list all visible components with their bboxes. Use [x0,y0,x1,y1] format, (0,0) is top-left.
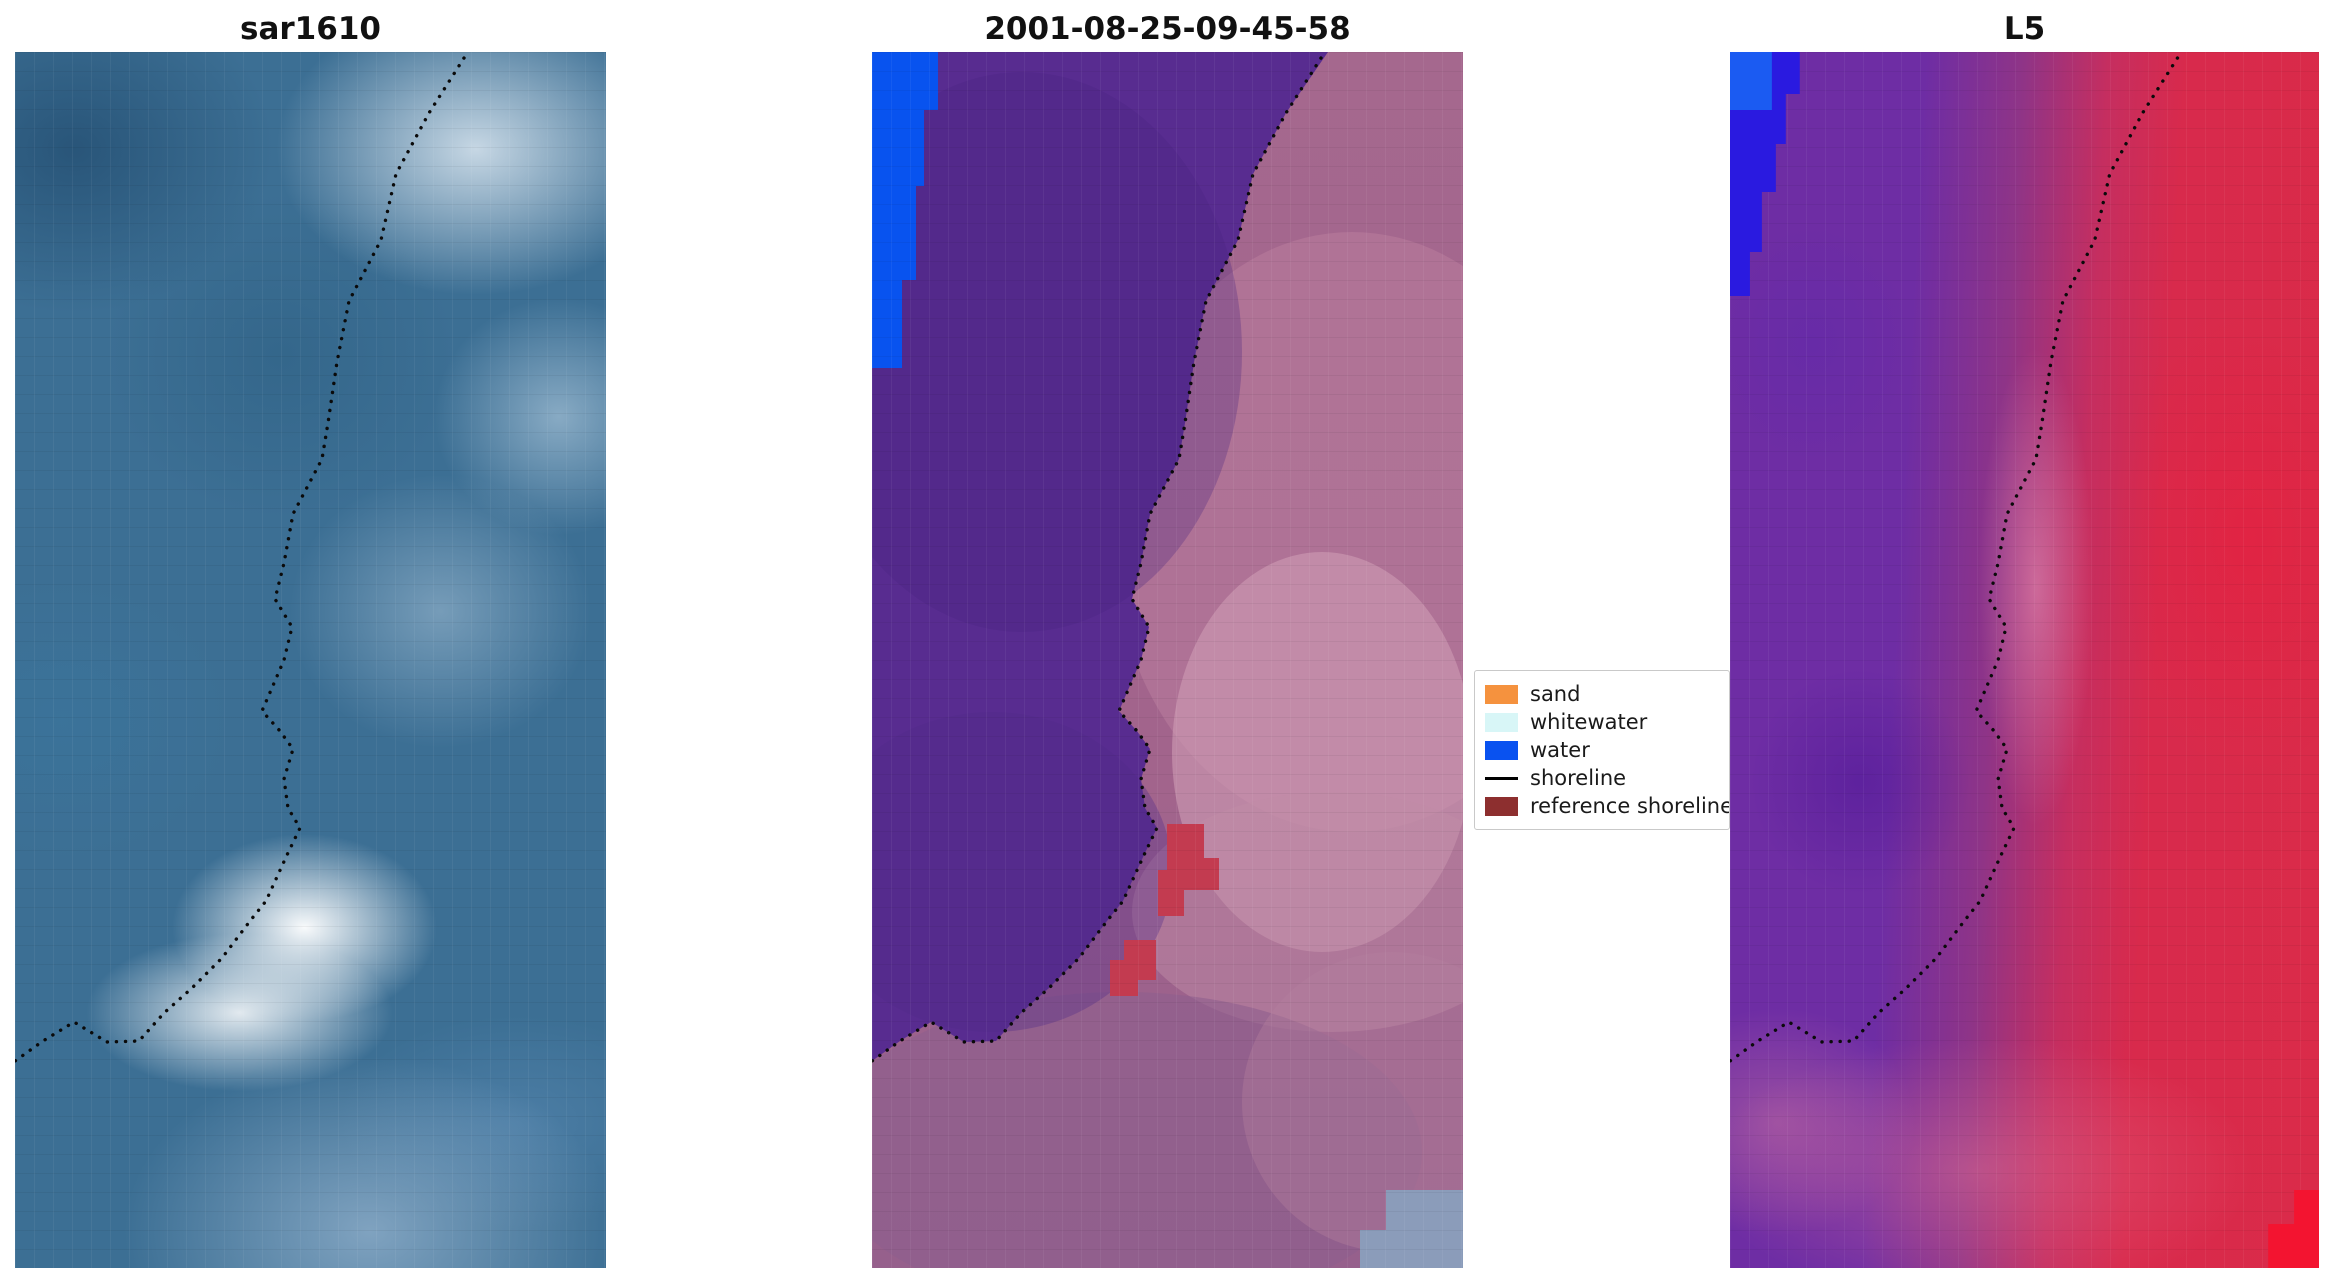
water-texture [872,72,1242,632]
shoreline-dotted-line [1730,56,2180,1063]
legend-swatch-water [1485,740,1518,760]
classified-image [872,52,1463,1268]
legend-swatch-sand [1485,684,1518,704]
legend-item-water: water [1485,736,1719,764]
legend-line-shoreline [1485,769,1518,788]
panel-title-sar1610: sar1610 [240,11,381,47]
water-corner-patch [1730,52,1800,296]
land-texture [1132,792,1463,1032]
legend-label: water [1530,738,1590,762]
legend-item-whitewater: whitewater [1485,708,1719,736]
legend-label: whitewater [1530,710,1648,734]
land-texture [872,992,1422,1268]
legend: sand whitewater water shoreline referenc… [1474,670,1730,830]
legend-swatch-reference-shoreline [1485,796,1518,816]
legend-label: reference shoreline [1530,794,1730,818]
legend-label: sand [1530,682,1581,706]
red-corner-patch [2268,1190,2319,1268]
l5-image [1730,52,2319,1268]
legend-item-sand: sand [1485,680,1719,708]
legend-item-shoreline: shoreline [1485,764,1719,792]
panel-title-date: 2001-08-25-09-45-58 [984,11,1351,47]
sar-image [15,52,606,1268]
deep-water-class-region [872,52,938,368]
panel-sar1610 [15,52,606,1268]
shoreline-dotted-line [872,56,1323,1063]
water-corner-bright-patch [1730,52,1772,110]
sand-class-patch [1158,824,1219,916]
shoreline-overlay [15,56,466,1063]
legend-label: shoreline [1530,766,1627,790]
panel-classified [872,52,1463,1268]
legend-swatch-whitewater [1485,712,1518,732]
water-texture [872,712,1172,1032]
panel-title-l5: L5 [2003,11,2046,47]
water-class-region [872,52,1328,1061]
land-texture [1242,952,1463,1252]
shoreline-dotted-line [15,56,466,1063]
l5-overlay [1730,52,2319,1268]
sand-class-patch [1110,940,1156,996]
panel-l5 [1730,52,2319,1268]
legend-item-reference-shoreline: reference shoreline [1485,792,1729,820]
cloud-class-patch [1360,1190,1463,1268]
